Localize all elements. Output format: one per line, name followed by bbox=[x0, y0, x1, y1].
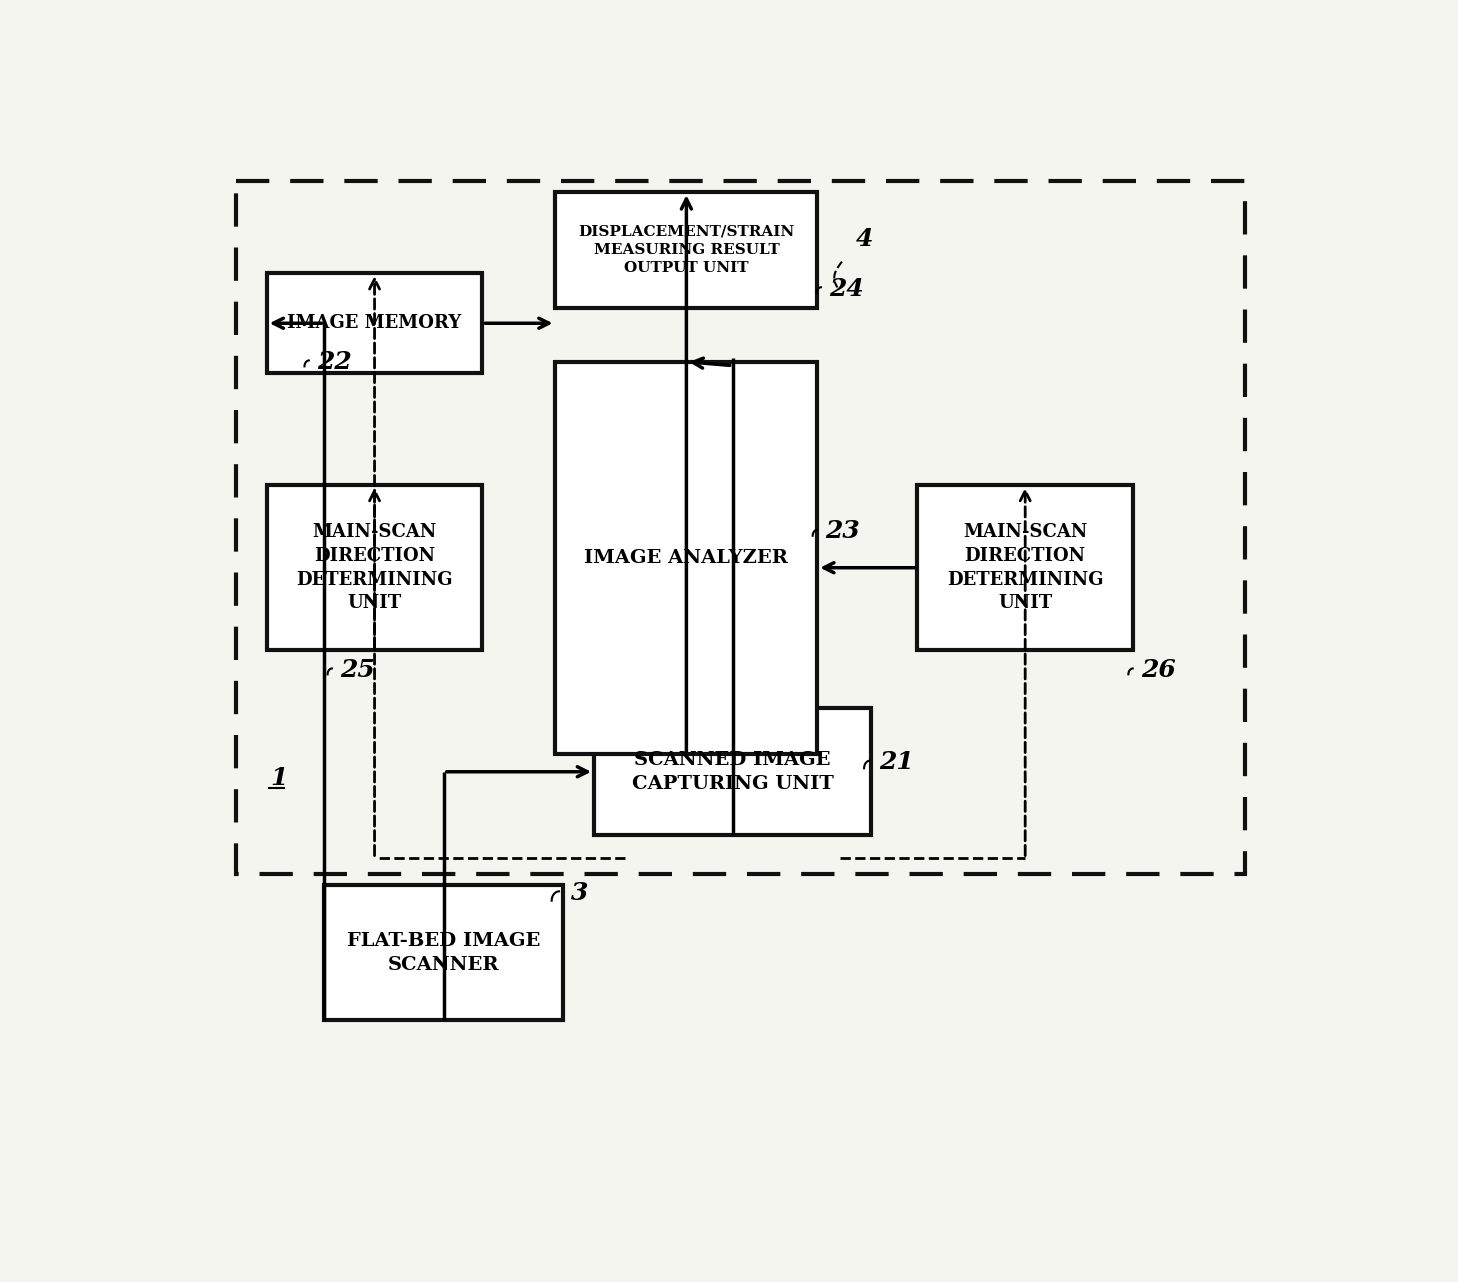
Bar bbox=[555, 192, 818, 308]
Bar bbox=[267, 273, 483, 373]
Text: SCANNED IMAGE
CAPTURING UNIT: SCANNED IMAGE CAPTURING UNIT bbox=[631, 751, 834, 792]
Bar bbox=[325, 886, 563, 1020]
Text: IMAGE ANALYZER: IMAGE ANALYZER bbox=[585, 549, 789, 567]
Text: DISPLACEMENT/STRAIN
MEASURING RESULT
OUTPUT UNIT: DISPLACEMENT/STRAIN MEASURING RESULT OUT… bbox=[579, 224, 795, 276]
Text: IMAGE MEMORY: IMAGE MEMORY bbox=[287, 314, 462, 332]
Text: MAIN-SCAN
DIRECTION
DETERMINING
UNIT: MAIN-SCAN DIRECTION DETERMINING UNIT bbox=[946, 523, 1104, 612]
Text: 4: 4 bbox=[856, 227, 873, 250]
Text: FLAT-BED IMAGE
SCANNER: FLAT-BED IMAGE SCANNER bbox=[347, 932, 541, 973]
Bar bbox=[593, 708, 872, 836]
Bar bbox=[267, 485, 483, 650]
Text: 3: 3 bbox=[572, 881, 588, 905]
Text: 1: 1 bbox=[271, 765, 289, 790]
Text: MAIN-SCAN
DIRECTION
DETERMINING
UNIT: MAIN-SCAN DIRECTION DETERMINING UNIT bbox=[296, 523, 453, 612]
Text: 21: 21 bbox=[879, 750, 914, 774]
Text: 25: 25 bbox=[340, 658, 375, 682]
Text: 24: 24 bbox=[828, 277, 863, 300]
Bar bbox=[236, 181, 1245, 874]
Text: 26: 26 bbox=[1140, 658, 1175, 682]
Bar bbox=[555, 362, 818, 754]
Text: 23: 23 bbox=[825, 519, 860, 544]
Text: 22: 22 bbox=[316, 350, 351, 374]
Bar bbox=[917, 485, 1133, 650]
